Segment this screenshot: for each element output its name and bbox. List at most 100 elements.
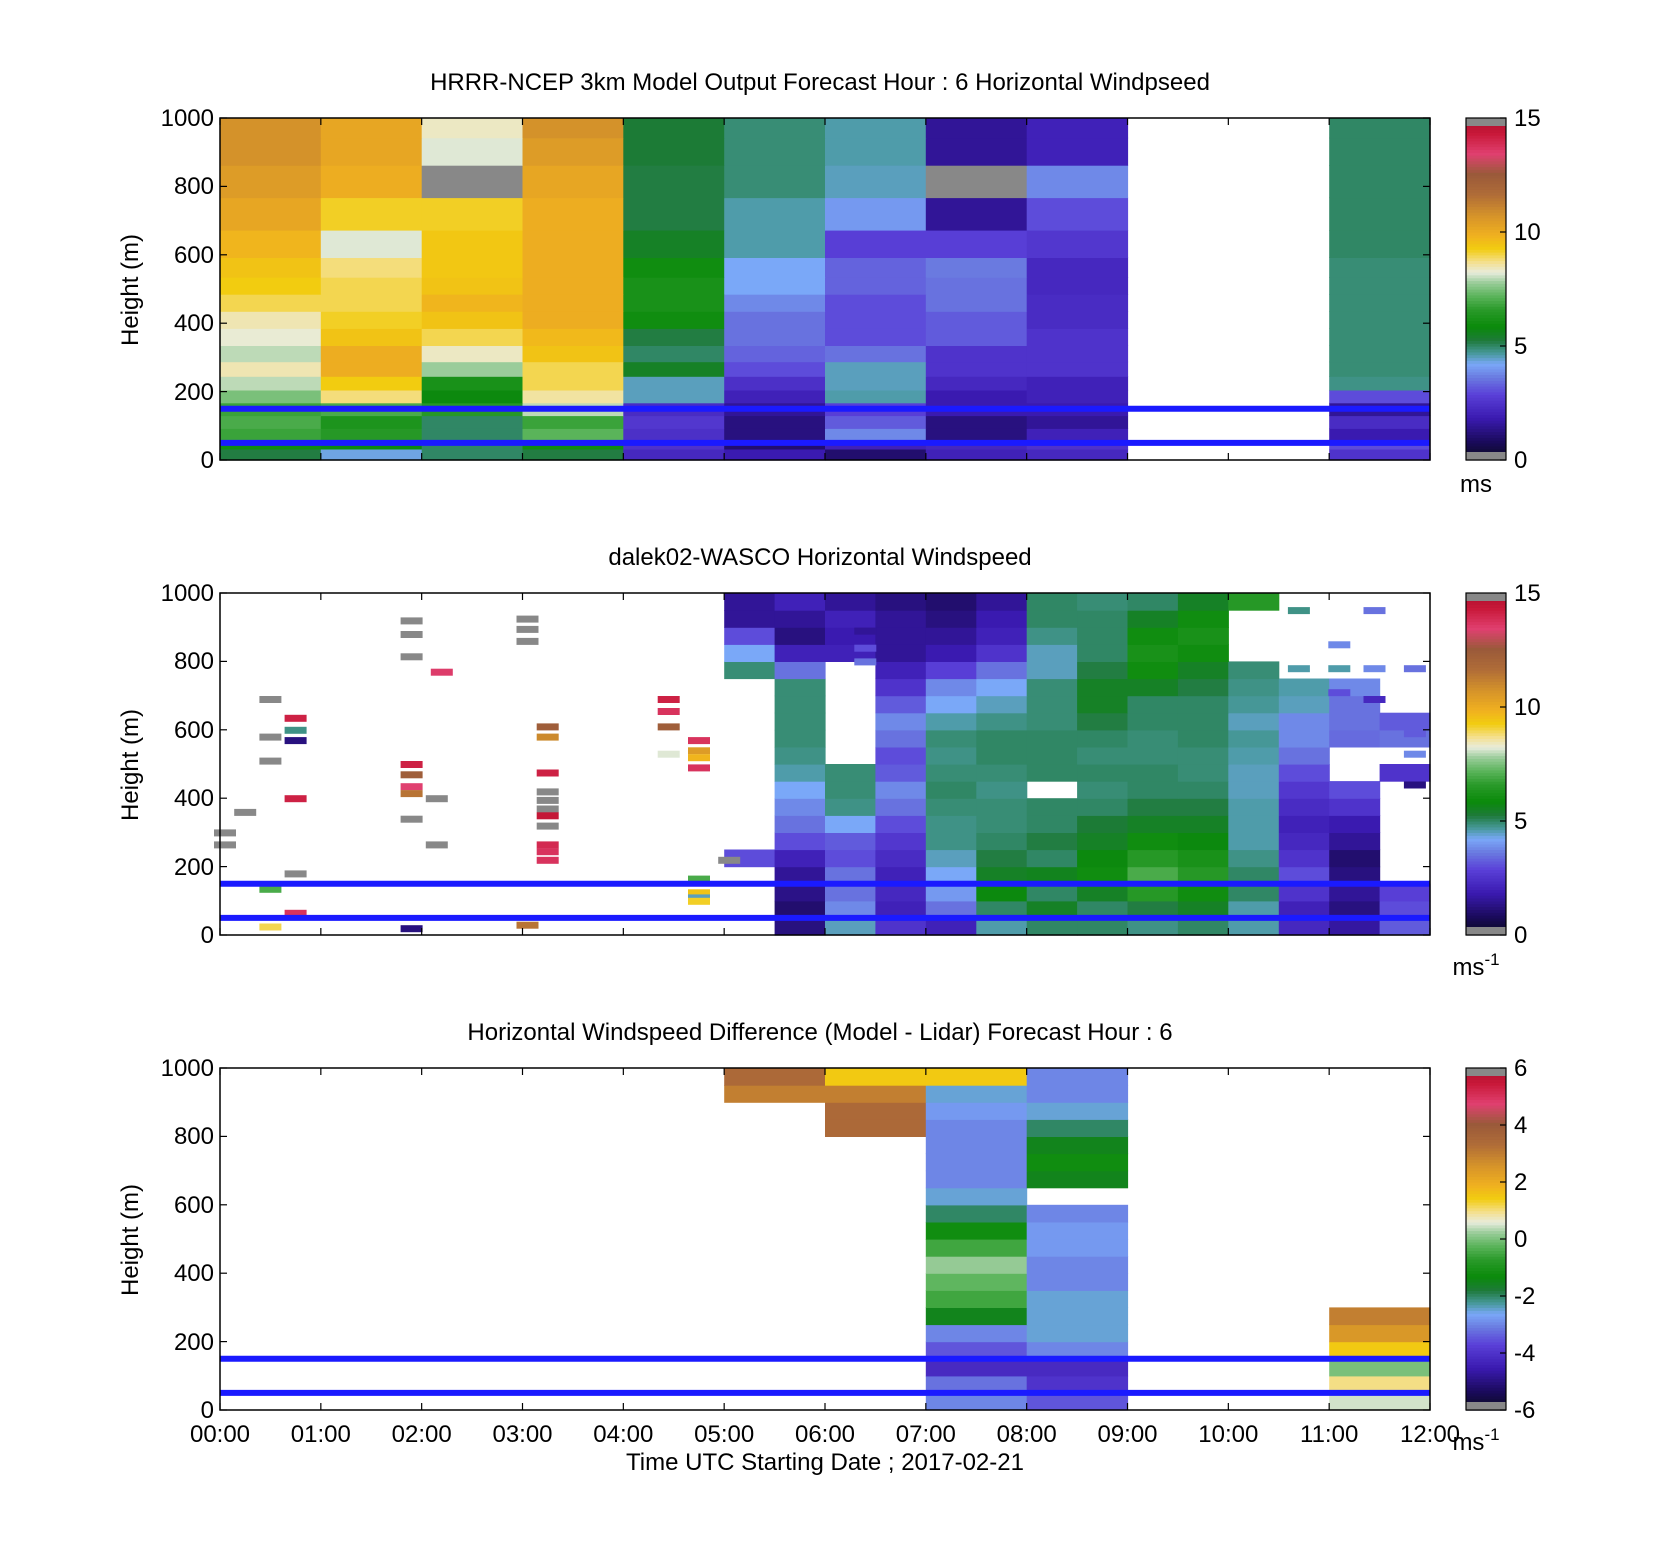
x-tick-label: 07:00: [896, 1421, 956, 1448]
colorbar-segment: [1466, 778, 1506, 782]
heatmap-cell: [220, 328, 322, 346]
heatmap-cell: [421, 311, 524, 329]
colorbar-segment: [1466, 661, 1506, 665]
heatmap-cell: [1026, 257, 1129, 278]
colorbar-segment: [1466, 1256, 1506, 1260]
heatmap-cell: [925, 900, 977, 919]
heatmap-cell: [522, 230, 624, 258]
heatmap-cell: [1329, 1392, 1431, 1411]
heatmap-cell: [724, 277, 826, 295]
heatmap-cell: [1329, 1375, 1431, 1394]
colorbar-segment: [1466, 1133, 1506, 1137]
heatmap-cell: [875, 712, 927, 731]
colorbar-segment: [1466, 431, 1506, 435]
panel-difference: Horizontal Windspeed Difference (Model -…: [117, 1019, 1535, 1476]
heatmap-cell: [825, 361, 927, 377]
colorbar-segment: [1466, 394, 1506, 398]
heatmap-cell: [1329, 118, 1431, 139]
heatmap-cell: [925, 866, 977, 885]
sparse-return-cell: [688, 747, 710, 755]
heatmap-cell: [774, 900, 826, 919]
colorbar-segment: [1466, 343, 1506, 347]
colorbar-segment: [1466, 226, 1506, 230]
y-tick-label: 800: [174, 648, 214, 675]
colorbar-segment: [1466, 283, 1506, 287]
colorbar-segment: [1466, 909, 1506, 913]
colorbar-segment: [1466, 798, 1506, 802]
heatmap-cell: [925, 695, 977, 714]
colorbar-segment: [1466, 437, 1506, 441]
colorbar-segment: [1466, 823, 1506, 828]
colorbar-segment: [1466, 1284, 1506, 1289]
colorbar-segment: [1466, 246, 1506, 250]
x-tick-label: 01:00: [291, 1421, 351, 1448]
heatmap-cell: [1077, 866, 1129, 885]
heatmap-cell: [1026, 277, 1129, 295]
colorbar-segment: [1466, 704, 1506, 708]
colorbar-segment: [1466, 775, 1506, 779]
colorbar-segment: [1466, 1327, 1506, 1331]
colorbar-segment: [1466, 624, 1506, 628]
heatmap-cell: [724, 593, 776, 611]
colorbar-segment: [1466, 635, 1506, 640]
colorbar-segment: [1466, 613, 1506, 617]
heatmap-cell: [1127, 900, 1179, 919]
heatmap-cell: [623, 345, 725, 363]
colorbar-segment: [1466, 1253, 1506, 1257]
y-tick-label: 0: [201, 1397, 214, 1424]
heatmap-cell: [724, 661, 776, 680]
colorbar-segment: [1466, 803, 1506, 808]
heatmap-cell: [1077, 746, 1129, 765]
colorbar-segment: [1466, 360, 1506, 364]
colorbar-segment: [1466, 251, 1506, 256]
heatmap-cell: [421, 328, 524, 346]
colorbar-segment: [1466, 1233, 1506, 1237]
heatmap-cell: [623, 257, 725, 278]
heatmap-cell: [925, 815, 977, 833]
panel-lidar-overlay-lines: [220, 880, 1430, 921]
heatmap-cell: [825, 1102, 927, 1120]
colorbar-segment: [1466, 630, 1506, 634]
heatmap-cell: [925, 661, 977, 680]
colorbar-segment: [1466, 1358, 1506, 1363]
sparse-return-cell: [400, 761, 423, 768]
colorbar-segment: [1466, 291, 1506, 296]
heatmap-cell: [320, 428, 423, 441]
sparse-return-cell: [284, 726, 307, 734]
panel-model-x-ticks: [219, 117, 1431, 461]
colorbar-segment: [1466, 1241, 1506, 1246]
heatmap-cell: [875, 815, 927, 833]
heatmap-cell: [1077, 610, 1129, 628]
colorbar-segment: [1466, 1341, 1506, 1346]
heatmap-cell: [774, 798, 826, 816]
heatmap-cell: [825, 448, 927, 461]
colorbar-segment: [1466, 764, 1506, 768]
heatmap-cell: [522, 448, 624, 461]
heatmap-cell: [774, 661, 826, 680]
heatmap-cell: [976, 781, 1028, 799]
colorbar-segment: [1466, 1276, 1506, 1280]
colorbar-segment: [1466, 1247, 1506, 1251]
colorbar-segment: [1466, 1307, 1506, 1311]
sparse-return-cell: [259, 757, 282, 765]
colorbar-tick-label: 6: [1514, 1055, 1527, 1082]
panel-difference-title: Horizontal Windspeed Difference (Model -…: [467, 1019, 1172, 1046]
heatmap-cell: [1026, 376, 1129, 391]
heatmap-cell: [976, 644, 1028, 662]
heatmap-cell: [976, 883, 1028, 902]
colorbar-segment: [1466, 1202, 1506, 1206]
heatmap-cell: [623, 294, 725, 312]
heatmap-cell: [1228, 695, 1280, 714]
colorbar-segment: [1466, 1355, 1506, 1360]
heatmap-cell: [724, 137, 826, 166]
heatmap-cell: [1177, 661, 1229, 680]
colorbar-segment: [1466, 328, 1506, 333]
x-tick-label: 03:00: [492, 1421, 552, 1448]
heatmap-cell: [320, 230, 423, 258]
heatmap-cell: [1077, 661, 1129, 680]
colorbar-segment: [1466, 863, 1506, 868]
x-tick-label: 00:00: [190, 1421, 250, 1448]
heatmap-cell: [1329, 866, 1381, 885]
colorbar-segment: [1466, 1170, 1506, 1175]
colorbar-segment: [1466, 732, 1506, 737]
